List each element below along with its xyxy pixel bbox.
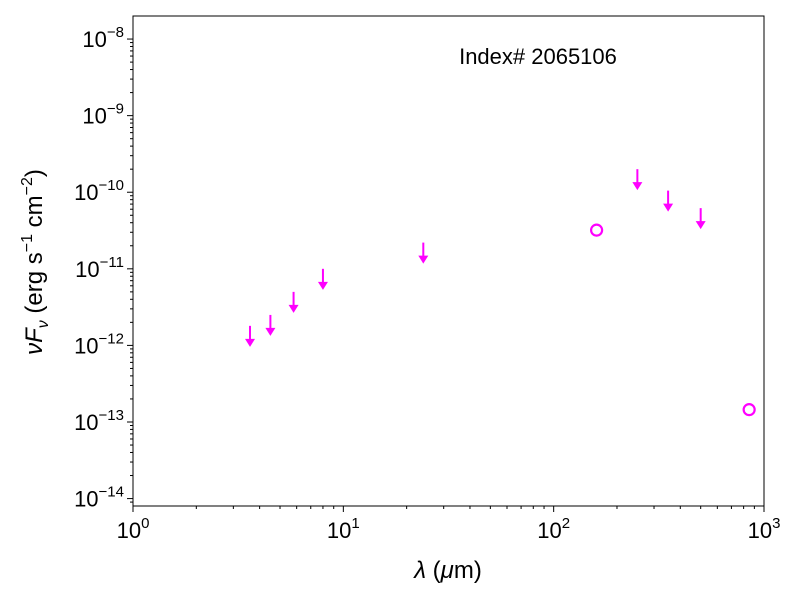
y-tick-label-base: 10 <box>75 257 99 282</box>
y-axis-label-exp1: −1 <box>19 234 36 252</box>
x-tick-label-base: 10 <box>327 518 351 543</box>
upper-limit-arrowhead <box>317 281 328 290</box>
upper-limit-arrowhead <box>265 327 276 336</box>
upper-limit-marker <box>265 314 276 336</box>
y-tick-label-exp: −12 <box>99 330 124 347</box>
x-tick-label-base: 10 <box>537 518 561 543</box>
y-axis-label-close: ) <box>21 169 48 177</box>
upper-limit-marker <box>317 268 328 290</box>
x-axis-label: λ (μm) <box>412 557 482 584</box>
x-tick-label-base: 10 <box>748 518 772 543</box>
upper-limit-arrowhead <box>418 255 429 264</box>
upper-limit-marker <box>418 242 429 264</box>
y-axis-label-nu: ν <box>21 343 48 355</box>
y-tick-label: 10−11 <box>75 254 124 282</box>
y-tick-label: 10−12 <box>74 330 124 358</box>
x-tick-label: 101 <box>327 515 360 543</box>
y-tick-label-base: 10 <box>74 333 98 358</box>
y-axis-label-exp2: −2 <box>19 177 36 195</box>
y-tick-label: 10−8 <box>82 24 124 52</box>
x-tick-label-exp: 2 <box>562 515 570 532</box>
y-tick-label-base: 10 <box>74 487 98 512</box>
y-tick-label-exp: −10 <box>99 177 124 194</box>
y-tick-label-exp: −11 <box>100 254 124 271</box>
upper-limit-marker <box>632 169 643 191</box>
y-tick-label-base: 10 <box>82 104 106 129</box>
x-tick-label: 102 <box>537 515 570 543</box>
chart-annotation: Index# 2065106 <box>459 44 617 69</box>
x-tick-label: 100 <box>117 515 150 543</box>
upper-limit-arrowhead <box>288 304 299 313</box>
plot-frame <box>132 15 765 507</box>
y-axis-label-sub: ν <box>35 320 52 328</box>
y-tick-label-base: 10 <box>74 180 98 205</box>
y-axis-label-mid: cm <box>21 195 48 234</box>
x-tick-label-exp: 0 <box>141 515 149 532</box>
y-tick-label-exp: −8 <box>107 24 124 41</box>
upper-limit-arrowhead <box>632 182 643 191</box>
upper-limit-marker <box>245 325 256 347</box>
x-tick-label-exp: 1 <box>351 515 359 532</box>
upper-limit-arrowhead <box>695 221 706 230</box>
x-axis-label-unit-open: ( <box>426 557 441 584</box>
y-tick-label-base: 10 <box>74 410 98 435</box>
y-tick-label-exp: −9 <box>107 101 124 118</box>
y-tick-label: 10−10 <box>74 177 124 205</box>
y-axis-label-F: F <box>21 327 48 343</box>
x-axis-label-symbol: λ <box>412 557 426 584</box>
y-tick-label-base: 10 <box>82 27 106 52</box>
x-axis-label-unit-rest: m) <box>454 557 482 584</box>
x-tick-label-exp: 3 <box>772 515 780 532</box>
x-axis-label-unit-mu: μ <box>440 557 454 584</box>
upper-limit-marker <box>695 208 706 230</box>
y-tick-label: 10−9 <box>82 101 124 129</box>
upper-limit-arrowhead <box>663 203 674 212</box>
x-tick-label-base: 10 <box>117 518 141 543</box>
x-axis-ticks: 100 101 102 103 <box>117 506 781 543</box>
y-tick-label: 10−14 <box>74 484 124 512</box>
x-tick-label: 103 <box>748 515 781 543</box>
chart-marks <box>245 169 756 417</box>
y-tick-label: 10−13 <box>74 407 124 435</box>
y-axis-label-open: (erg s <box>21 252 48 320</box>
upper-limit-marker <box>663 190 674 212</box>
detection-marker <box>742 403 756 417</box>
upper-limit-arrowhead <box>245 338 256 347</box>
detection-marker <box>589 223 604 237</box>
y-tick-label-exp: −13 <box>99 407 124 424</box>
y-axis-label: νFν (erg s−1 cm−2) <box>19 169 52 355</box>
y-tick-label-exp: −14 <box>99 484 124 501</box>
upper-limit-marker <box>288 291 299 313</box>
